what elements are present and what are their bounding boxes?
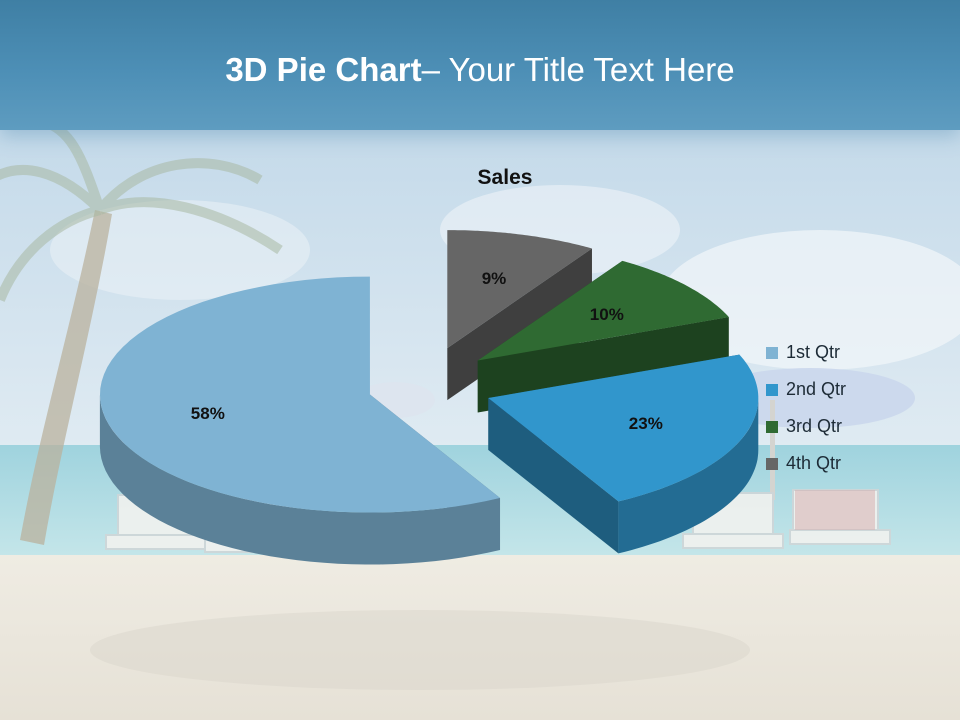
legend-swatch	[766, 383, 778, 396]
pie-data-label-3: 10%	[590, 305, 624, 324]
legend-label: 3rd Qtr	[786, 416, 843, 436]
legend-label: 4th Qtr	[786, 453, 842, 473]
pie-slice-3	[477, 260, 729, 413]
legend-item: 1st Qtr	[766, 334, 846, 371]
legend-swatch	[766, 457, 778, 470]
legend-label: 2nd Qtr	[786, 379, 847, 399]
chart-title: Sales	[477, 166, 533, 189]
slide-title-bold: 3D Pie Chart	[225, 51, 422, 88]
pie-slice-1	[99, 276, 501, 565]
title-bar	[0, 0, 960, 130]
pie-data-label-4: 9%	[482, 269, 507, 288]
legend-item: 3rd Qtr	[766, 408, 846, 445]
chart-legend: 1st Qtr 2nd Qtr 3rd Qtr 4th Qtr	[766, 334, 846, 482]
legend-label: 1st Qtr	[786, 342, 841, 362]
slide-title-rest: – Your Title Text Here	[421, 51, 735, 88]
legend-swatch	[766, 346, 778, 359]
pie-data-label-2: 23%	[629, 414, 663, 433]
legend-swatch	[766, 420, 778, 433]
pie-data-label-1: 58%	[191, 404, 225, 423]
legend-item: 4th Qtr	[766, 445, 846, 482]
pie-slice-2	[488, 354, 759, 554]
legend-item: 2nd Qtr	[766, 371, 846, 408]
slide-title: 3D Pie Chart– Your Title Text Here	[0, 48, 960, 92]
